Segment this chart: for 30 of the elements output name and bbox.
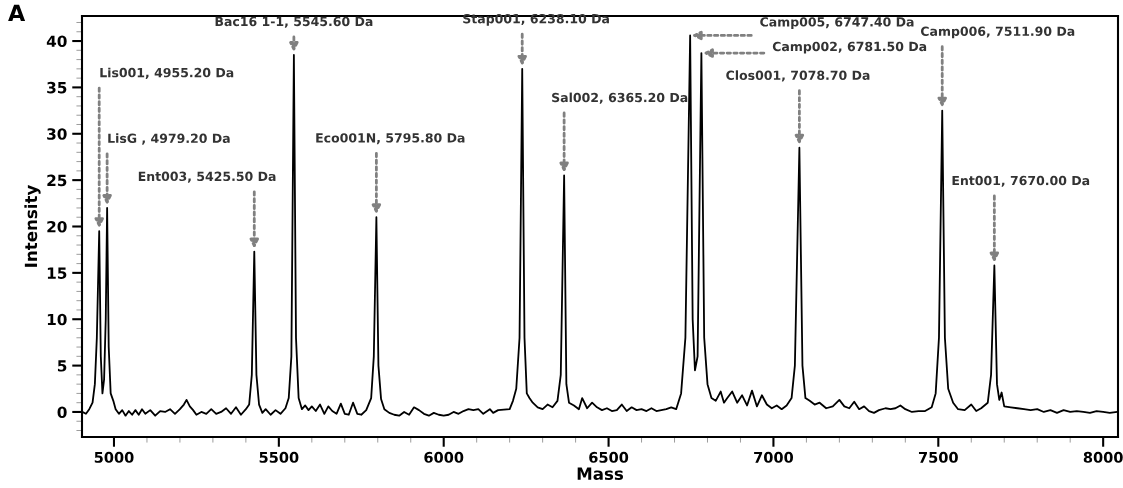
x-tick-label: 5500 [259,451,299,463]
y-tick-label: 35 [47,81,67,94]
annotation: Eco001N, 5795.80 Da [316,133,465,145]
x-axis-title: Mass [577,467,624,480]
y-tick-label: 30 [47,128,67,140]
y-tick-label: 15 [47,267,67,279]
x-tick-label: 7000 [754,451,794,463]
annotation: Sal002, 6365.20 Da [552,92,688,104]
annotation: Camp006, 7511.90 Da [920,26,1075,39]
x-tick-label: 6500 [589,451,629,463]
y-tick-label: 40 [46,35,67,48]
x-tick-label: 6000 [424,451,464,463]
annotation: Bac16 1-1, 5545.60 Da [215,16,373,28]
annotation: Ent001, 7670.00 Da [952,175,1090,187]
annotation: Clos001, 7078.70 Da [726,70,870,82]
x-tick-label: 8000 [1083,451,1123,463]
text: A [8,4,26,21]
y-axis-title: Intensity [24,184,41,267]
annotation: Lis001, 4955.20 Da [100,67,234,79]
y-tick-label: 5 [57,360,67,372]
y-tick-label: 10 [47,313,67,326]
y-tick-label: 0 [57,406,67,418]
annotation: Camp002, 6781.50 Da [772,41,927,54]
x-tick-label: 7500 [918,451,958,463]
y-tick-label: 20 [47,220,67,233]
y-tick-label: 25 [47,174,67,187]
annotation: LisG , 4979.20 Da [108,133,230,145]
annotation: Camp005, 6747.40 Da [760,17,914,30]
annotation: Ent003, 5425.50 Da [138,171,276,183]
x-tick-label: 5000 [94,451,134,463]
